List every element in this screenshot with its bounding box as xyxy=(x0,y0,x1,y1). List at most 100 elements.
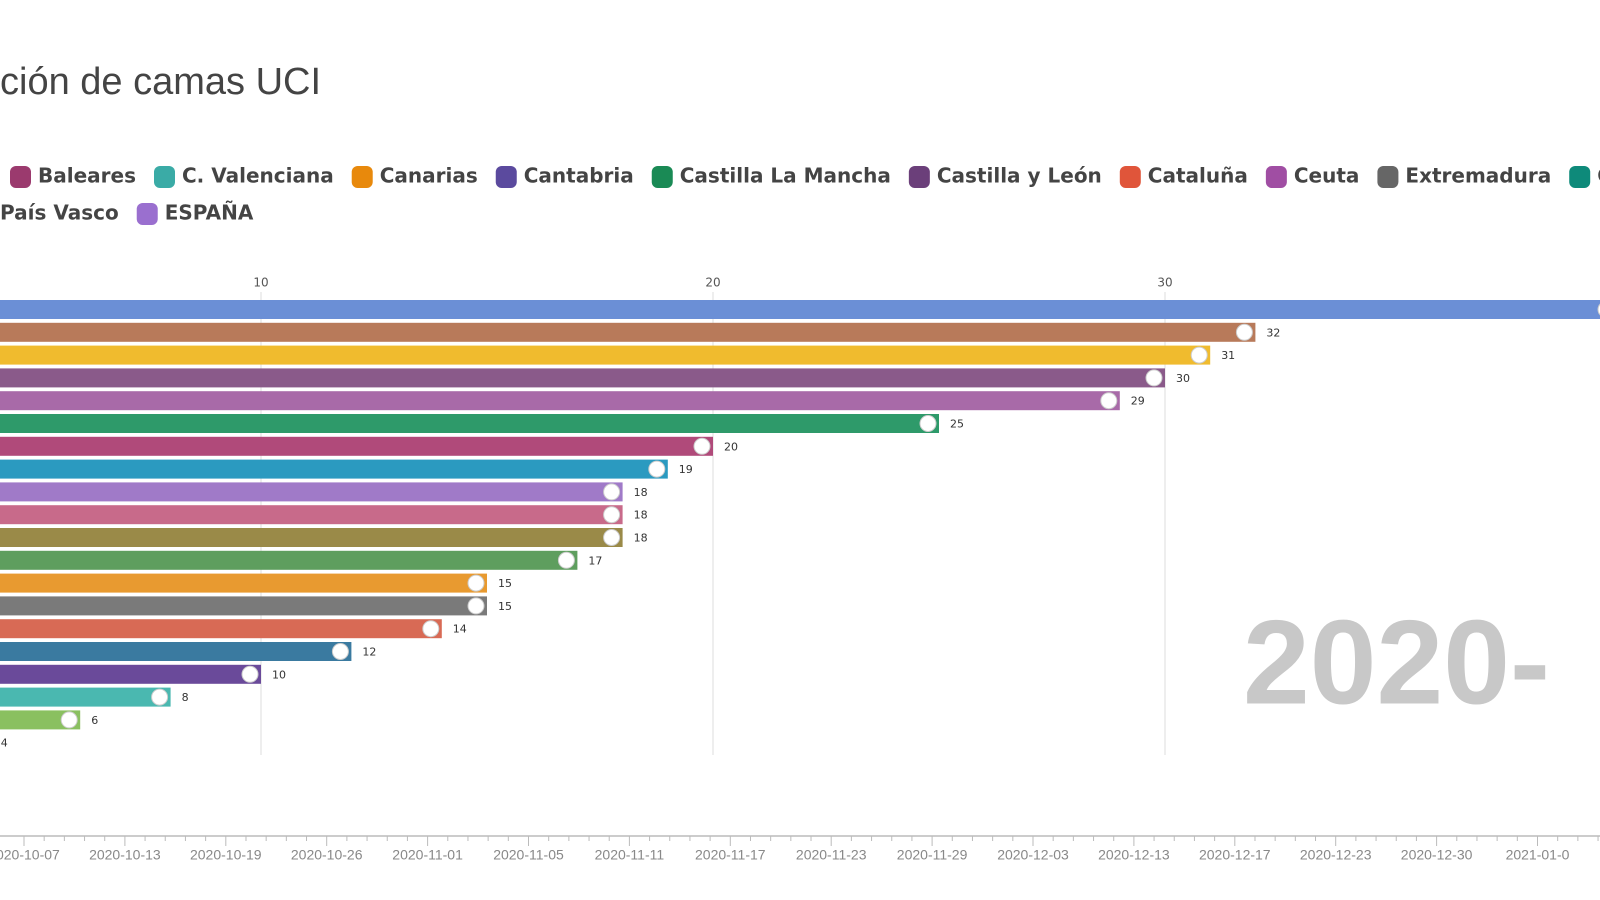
date-label: 2020- xyxy=(1243,596,1550,730)
legend-label: Galicia xyxy=(1597,164,1600,188)
legend-label: Cataluña xyxy=(1148,164,1248,188)
legend-label: Cantabria xyxy=(524,164,634,188)
timeline-label: 2020-11-29 xyxy=(897,847,968,863)
flag-icon xyxy=(60,711,78,729)
legend-label: País Vasco xyxy=(0,201,119,225)
bar xyxy=(0,436,713,456)
value-label: 14 xyxy=(453,623,467,636)
bar xyxy=(0,642,352,661)
flag-icon xyxy=(331,643,349,660)
legend-swatch xyxy=(154,166,175,188)
legend-label: Castilla La Mancha xyxy=(680,164,891,188)
legend-swatch xyxy=(1265,166,1287,188)
bar xyxy=(0,482,623,502)
bar xyxy=(0,459,668,479)
legend-label: Extremadura xyxy=(1405,164,1551,188)
flag-icon xyxy=(151,688,169,706)
legend-swatch xyxy=(651,166,673,188)
timeline-label: 2020-10-26 xyxy=(291,847,363,863)
value-label: 4 xyxy=(1,737,8,750)
flag-icon xyxy=(1190,346,1208,364)
timeline-label: 2020-10-07 xyxy=(0,847,60,863)
bar xyxy=(0,505,623,525)
value-label: 18 xyxy=(634,509,648,522)
legend-swatch xyxy=(908,166,930,188)
value-label: 30 xyxy=(1176,372,1190,385)
value-label: 12 xyxy=(362,646,376,659)
bar xyxy=(0,596,487,616)
timeline-label: 2020-11-05 xyxy=(493,847,564,863)
bar xyxy=(0,573,487,593)
flag-icon xyxy=(919,415,937,432)
value-label: 32 xyxy=(1266,326,1280,339)
timeline-label: 2020-12-30 xyxy=(1401,847,1473,863)
timeline-label: 2020-10-19 xyxy=(190,847,262,863)
bar xyxy=(0,391,1120,411)
bar xyxy=(0,550,578,570)
flag-icon xyxy=(422,620,440,638)
value-label: 15 xyxy=(498,600,512,613)
flag-icon xyxy=(467,574,485,592)
bar xyxy=(0,368,1165,388)
bar xyxy=(0,414,939,433)
flag-icon xyxy=(467,597,485,615)
flag-icon xyxy=(241,665,259,683)
flag-icon xyxy=(603,529,621,546)
legend-swatch xyxy=(495,166,517,188)
value-label: 31 xyxy=(1221,349,1235,362)
chart-title: ción de camas UCI xyxy=(0,61,321,103)
timeline-label: 2020-10-13 xyxy=(89,847,161,863)
legend-label: Castilla y León xyxy=(937,164,1102,188)
bar xyxy=(0,687,171,707)
timeline-label: 2020-12-23 xyxy=(1300,847,1372,863)
timeline-label: 2020-11-17 xyxy=(695,847,766,863)
timeline-label: 2020-12-17 xyxy=(1199,847,1271,863)
flag-icon xyxy=(1100,392,1118,410)
x-tick-label: 30 xyxy=(1157,276,1172,290)
flag-icon xyxy=(603,483,621,501)
flag-icon xyxy=(1235,323,1253,341)
bar xyxy=(0,528,623,547)
value-label: 18 xyxy=(634,486,648,499)
value-label: 19 xyxy=(679,463,693,476)
value-label: 18 xyxy=(634,532,648,545)
legend-swatch xyxy=(10,166,31,188)
x-tick-label: 10 xyxy=(253,276,268,290)
value-label: 25 xyxy=(950,418,964,431)
value-label: 10 xyxy=(272,668,286,681)
x-tick-label: 20 xyxy=(705,276,720,290)
value-label: 15 xyxy=(498,577,512,590)
timeline-label: 2020-11-11 xyxy=(595,847,665,863)
bar xyxy=(0,664,261,684)
legend-swatch xyxy=(136,203,158,225)
timeline-label: 2020-11-23 xyxy=(796,847,867,863)
value-label: 29 xyxy=(1131,395,1145,408)
bar xyxy=(0,322,1256,342)
value-label: 6 xyxy=(91,714,98,727)
legend-label: Baleares xyxy=(38,164,136,188)
legend-swatch xyxy=(351,166,373,188)
value-label: 20 xyxy=(724,440,738,453)
value-label: 17 xyxy=(588,554,602,567)
flag-icon xyxy=(557,551,575,569)
value-label: 8 xyxy=(182,691,189,704)
bar xyxy=(0,300,1600,319)
legend-swatch xyxy=(1377,166,1399,188)
bar xyxy=(0,710,81,730)
bar xyxy=(0,619,442,639)
flag-icon xyxy=(603,506,621,524)
legend-label: ESPAÑA xyxy=(165,201,254,225)
timeline-label: 2020-12-03 xyxy=(997,847,1069,863)
timeline-label: 2021-01-0 xyxy=(1506,847,1570,863)
legend-swatch xyxy=(1119,166,1141,188)
legend-label: Canarias xyxy=(380,164,478,188)
timeline-label: 2020-12-13 xyxy=(1098,847,1170,863)
timeline-label: 2020-11-01 xyxy=(392,847,463,863)
bar xyxy=(0,345,1211,365)
flag-icon xyxy=(1145,369,1163,387)
legend-label: C. Valenciana xyxy=(182,164,334,188)
flag-icon xyxy=(693,437,711,455)
legend-swatch xyxy=(1569,166,1591,188)
